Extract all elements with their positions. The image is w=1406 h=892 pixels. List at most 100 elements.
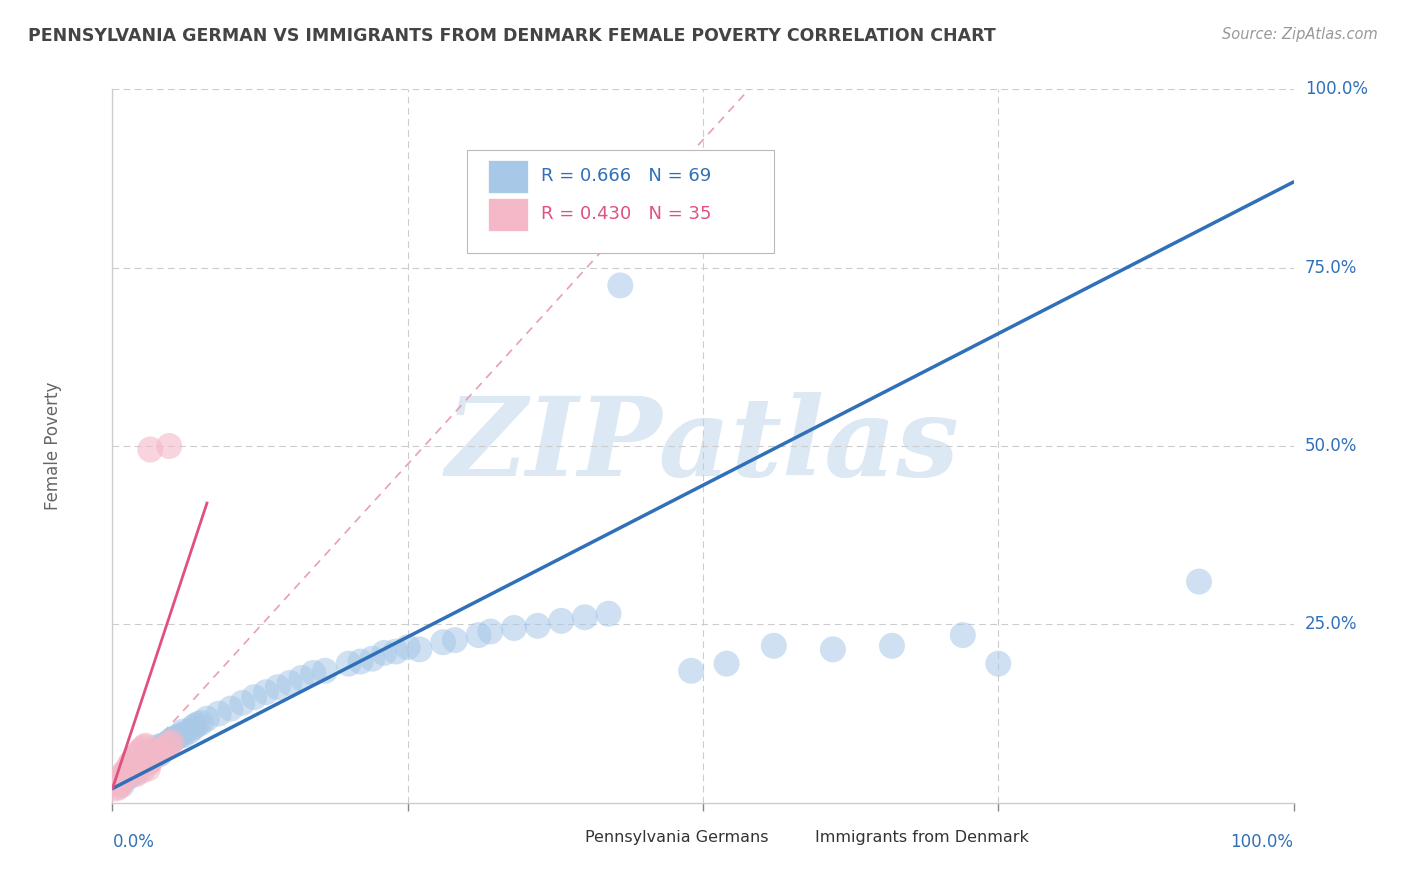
Point [128, 744, 150, 758]
Point [598, 211, 620, 225]
Point [142, 744, 165, 758]
Point [408, 642, 430, 657]
Text: Source: ZipAtlas.com: Source: ZipAtlas.com [1222, 27, 1378, 42]
Point [574, 610, 596, 624]
Point [302, 665, 325, 680]
Text: PENNSYLVANIA GERMAN VS IMMIGRANTS FROM DENMARK FEMALE POVERTY CORRELATION CHART: PENNSYLVANIA GERMAN VS IMMIGRANTS FROM D… [28, 27, 995, 45]
Point [120, 769, 142, 783]
Point [160, 733, 183, 747]
Point [219, 701, 242, 715]
Point [111, 774, 134, 789]
Point [184, 719, 207, 733]
Point [181, 721, 204, 735]
FancyBboxPatch shape [488, 160, 529, 193]
Point [361, 651, 384, 665]
Point [125, 767, 148, 781]
Point [108, 778, 131, 792]
Point [112, 765, 135, 780]
Point [166, 730, 188, 744]
Point [125, 749, 148, 764]
Text: Pennsylvania Germans: Pennsylvania Germans [585, 830, 769, 845]
Point [122, 751, 145, 765]
Point [243, 690, 266, 705]
Point [127, 762, 149, 776]
Text: Female Poverty: Female Poverty [45, 382, 62, 510]
Point [111, 771, 134, 785]
Point [110, 776, 132, 790]
Point [142, 749, 165, 764]
Text: R = 0.666   N = 69: R = 0.666 N = 69 [541, 167, 711, 185]
Point [125, 765, 148, 780]
Point [111, 778, 134, 792]
Text: 50.0%: 50.0% [1305, 437, 1357, 455]
Point [149, 747, 172, 762]
Point [598, 607, 620, 621]
Text: Immigrants from Denmark: Immigrants from Denmark [815, 830, 1029, 845]
Text: 0.0%: 0.0% [112, 833, 155, 851]
Point [172, 724, 194, 739]
Point [396, 640, 419, 655]
Point [134, 740, 156, 755]
Point [373, 646, 395, 660]
Point [139, 442, 162, 457]
Point [254, 685, 277, 699]
Point [432, 635, 454, 649]
Point [550, 614, 572, 628]
Text: R = 0.430   N = 35: R = 0.430 N = 35 [541, 205, 711, 223]
Point [120, 758, 142, 772]
Point [231, 696, 253, 710]
Point [1188, 574, 1211, 589]
Point [157, 737, 180, 751]
Point [155, 737, 177, 751]
Point [135, 749, 157, 764]
Point [190, 715, 212, 730]
Point [141, 751, 163, 765]
Point [136, 762, 159, 776]
Point [195, 712, 218, 726]
Point [142, 749, 165, 764]
Point [136, 755, 159, 769]
Point [105, 781, 128, 796]
Text: 25.0%: 25.0% [1305, 615, 1357, 633]
Text: 100.0%: 100.0% [1305, 80, 1368, 98]
Point [125, 756, 148, 771]
Point [467, 628, 489, 642]
Point [349, 655, 371, 669]
Point [952, 628, 974, 642]
Point [170, 728, 193, 742]
Point [112, 767, 135, 781]
Point [179, 724, 201, 739]
Point [120, 764, 142, 778]
Point [139, 751, 162, 765]
Point [385, 644, 408, 658]
Point [117, 762, 139, 776]
Point [131, 758, 153, 772]
Point [987, 657, 1010, 671]
Point [479, 624, 502, 639]
Point [122, 760, 145, 774]
Point [107, 780, 129, 794]
Point [146, 747, 169, 762]
Point [135, 739, 157, 753]
Point [112, 769, 135, 783]
Point [337, 657, 360, 671]
Point [121, 755, 143, 769]
Point [444, 633, 467, 648]
Point [146, 740, 169, 755]
FancyBboxPatch shape [488, 198, 529, 231]
Point [139, 755, 162, 769]
Point [821, 642, 844, 657]
Point [503, 621, 526, 635]
Point [157, 439, 180, 453]
Point [115, 764, 138, 778]
Point [186, 717, 208, 731]
Point [136, 756, 159, 771]
Point [115, 771, 138, 785]
Point [267, 680, 290, 694]
Point [278, 676, 301, 690]
Point [131, 742, 153, 756]
Point [716, 657, 738, 671]
Point [290, 671, 312, 685]
Point [150, 742, 173, 756]
Text: 75.0%: 75.0% [1305, 259, 1357, 277]
